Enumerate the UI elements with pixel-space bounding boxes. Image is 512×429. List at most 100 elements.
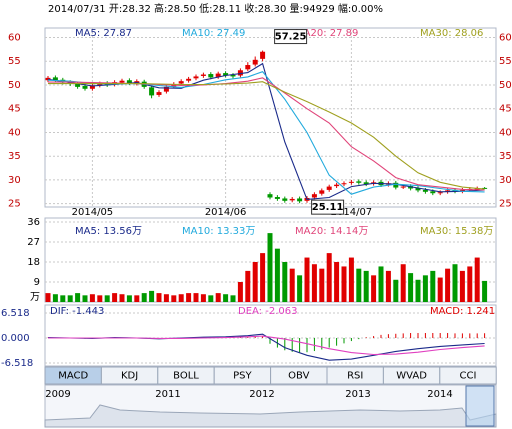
volume-bar bbox=[141, 293, 147, 302]
volume-bar bbox=[393, 279, 399, 302]
legend-entry: DIF: -1.443 bbox=[50, 306, 104, 317]
y-tick-label: 18 bbox=[27, 257, 40, 268]
volume-bar bbox=[408, 273, 414, 302]
candle-body bbox=[430, 191, 436, 194]
volume-bar bbox=[193, 293, 199, 302]
candle-body bbox=[149, 87, 155, 96]
volume-bar bbox=[112, 293, 118, 302]
unit-label: 万 bbox=[30, 292, 40, 303]
tab-label[interactable]: PSY bbox=[233, 371, 252, 382]
y-tick-label: 40 bbox=[8, 127, 21, 138]
candle-body bbox=[156, 92, 162, 95]
candle-body bbox=[482, 187, 488, 189]
y-tick-label: 25 bbox=[8, 199, 21, 210]
y-tick-label: 36 bbox=[27, 217, 40, 228]
x-tick-label: 2014/05 bbox=[72, 207, 114, 218]
indicator-tab[interactable] bbox=[439, 366, 497, 385]
volume-bar bbox=[363, 270, 369, 302]
candle-body bbox=[437, 192, 443, 194]
legend-entry: MA30: 15.38万 bbox=[420, 226, 493, 237]
volume-bar bbox=[482, 280, 488, 302]
volume-bar bbox=[319, 268, 325, 302]
volume-bar bbox=[467, 266, 473, 302]
volume-bar bbox=[459, 270, 465, 302]
timeline-label: 2012 bbox=[249, 389, 274, 400]
tab-label[interactable]: RSI bbox=[347, 371, 363, 382]
candle-body bbox=[208, 74, 214, 78]
legend-entry: MA20: 27.89 bbox=[295, 28, 358, 39]
candle-body bbox=[422, 189, 428, 192]
price-panel bbox=[44, 27, 497, 208]
tab-label[interactable]: KDJ bbox=[121, 371, 138, 382]
tab-label[interactable]: MACD bbox=[58, 371, 88, 382]
legend-entry: MA10: 13.33万 bbox=[182, 226, 255, 237]
candle-body bbox=[363, 182, 369, 185]
candle-body bbox=[200, 74, 206, 76]
volume-bar bbox=[223, 294, 229, 302]
volume-bar bbox=[45, 293, 51, 302]
timeline-label: 2011 bbox=[155, 389, 180, 400]
volume-bar bbox=[60, 295, 66, 302]
candle-body bbox=[245, 65, 251, 70]
annotation-box bbox=[274, 29, 308, 45]
timeline-selection[interactable] bbox=[465, 385, 495, 427]
candle-body bbox=[415, 188, 421, 191]
volume-bar bbox=[126, 295, 132, 302]
candle-body bbox=[252, 59, 258, 65]
y2-tick-label: 40 bbox=[499, 127, 512, 138]
candle-body bbox=[334, 184, 340, 187]
tab-label[interactable]: OBV bbox=[288, 371, 309, 382]
volume-bar bbox=[437, 277, 443, 302]
tab-label[interactable]: WVAD bbox=[396, 371, 427, 382]
volume-bar bbox=[378, 266, 384, 302]
candle-body bbox=[282, 198, 288, 201]
volume-bar bbox=[89, 294, 95, 302]
volume-bar bbox=[415, 279, 421, 302]
tab-label[interactable]: CCI bbox=[460, 371, 477, 382]
legend-entry: MA10: 27.49 bbox=[182, 28, 245, 39]
candle-body bbox=[459, 189, 465, 192]
candle-body bbox=[356, 181, 362, 183]
volume-bar bbox=[149, 290, 155, 302]
candle-body bbox=[341, 183, 347, 185]
x-tick-label: 2014/07 bbox=[331, 207, 373, 218]
candle-body bbox=[215, 73, 221, 77]
candle-body bbox=[89, 85, 95, 89]
volume-bar bbox=[104, 295, 110, 302]
candle-body bbox=[119, 80, 125, 83]
y2-tick-label: 60 bbox=[499, 32, 512, 43]
timeline-sparkline bbox=[44, 404, 497, 428]
volume-bar bbox=[82, 295, 88, 302]
volume-bar bbox=[230, 295, 236, 302]
volume-bar bbox=[289, 268, 295, 302]
y2-tick-label: 45 bbox=[499, 104, 512, 115]
legend-entry: MA20: 14.14万 bbox=[295, 226, 368, 237]
y2-tick-label: 55 bbox=[499, 56, 512, 67]
volume-bar bbox=[267, 233, 273, 302]
volume-bar bbox=[356, 268, 362, 302]
tab-label[interactable]: BOLL bbox=[173, 371, 199, 382]
volume-bar bbox=[67, 295, 73, 302]
legend-entry: MA30: 28.06 bbox=[420, 28, 483, 39]
volume-bar bbox=[334, 262, 340, 302]
y-tick-label: 60 bbox=[8, 32, 21, 43]
candle-body bbox=[186, 78, 192, 81]
volume-bar bbox=[385, 270, 391, 302]
y-tick-label: 9 bbox=[34, 277, 40, 288]
volume-bar bbox=[52, 294, 58, 302]
legend-entry: DEA: -2.063 bbox=[238, 306, 297, 317]
indicator-line bbox=[48, 81, 485, 190]
y-tick-label: 55 bbox=[8, 56, 21, 67]
volume-bar bbox=[245, 270, 251, 302]
legend-entry: MACD: 1.241 bbox=[430, 306, 495, 317]
volume-bar bbox=[200, 294, 206, 302]
y-tick-label: 0.000 bbox=[1, 333, 30, 344]
volume-bar bbox=[156, 293, 162, 302]
volume-bar bbox=[252, 262, 258, 302]
y-tick-label: 6.518 bbox=[1, 308, 30, 319]
candle-body bbox=[260, 51, 266, 59]
volume-bar bbox=[452, 264, 458, 302]
candle-body bbox=[75, 83, 81, 87]
